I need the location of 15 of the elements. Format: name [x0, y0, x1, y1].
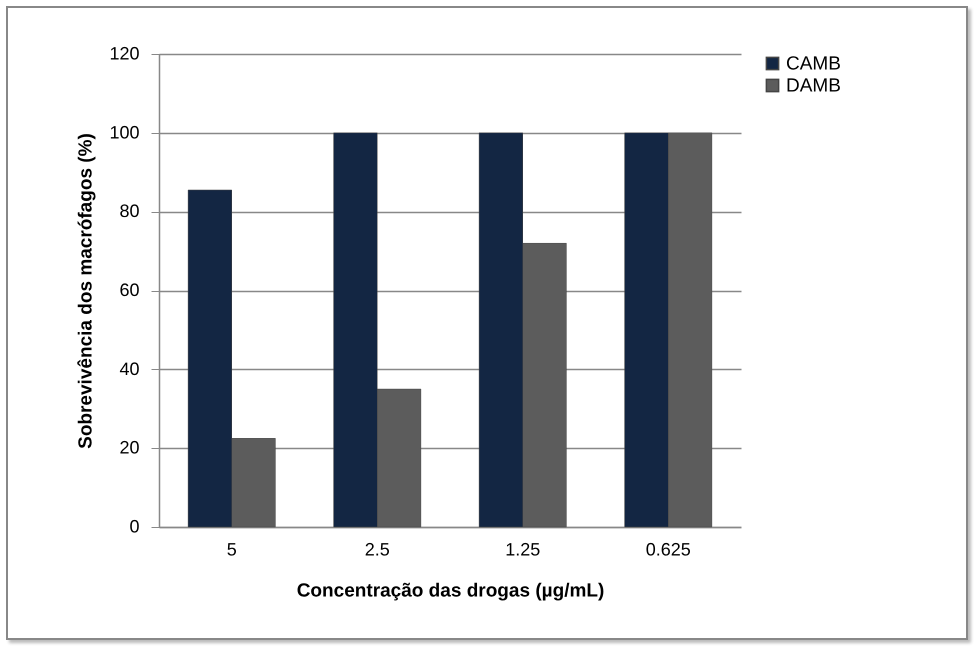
x-tick-label: 5 — [226, 540, 237, 560]
x-axis-title: Concentração das drogas (µg/mL) — [296, 580, 604, 602]
y-tick-label: 20 — [119, 438, 140, 458]
x-tick-label: 2.5 — [364, 540, 390, 560]
x-tick-label: 1.25 — [505, 540, 540, 560]
y-tick-label: 40 — [119, 358, 140, 379]
y-tick-label: 100 — [109, 122, 140, 142]
y-tick-label: 120 — [109, 44, 140, 64]
y-tick-label: 0 — [129, 516, 140, 536]
legend-label: CAMB — [786, 54, 841, 74]
y-tick-label: 80 — [119, 201, 140, 222]
legend-label: DAMB — [786, 76, 841, 96]
y-axis-title: Sobrevivência dos macrófagos (%) — [75, 133, 96, 449]
y-tick-label: 60 — [119, 280, 140, 300]
x-tick-label: 0.625 — [646, 540, 691, 560]
